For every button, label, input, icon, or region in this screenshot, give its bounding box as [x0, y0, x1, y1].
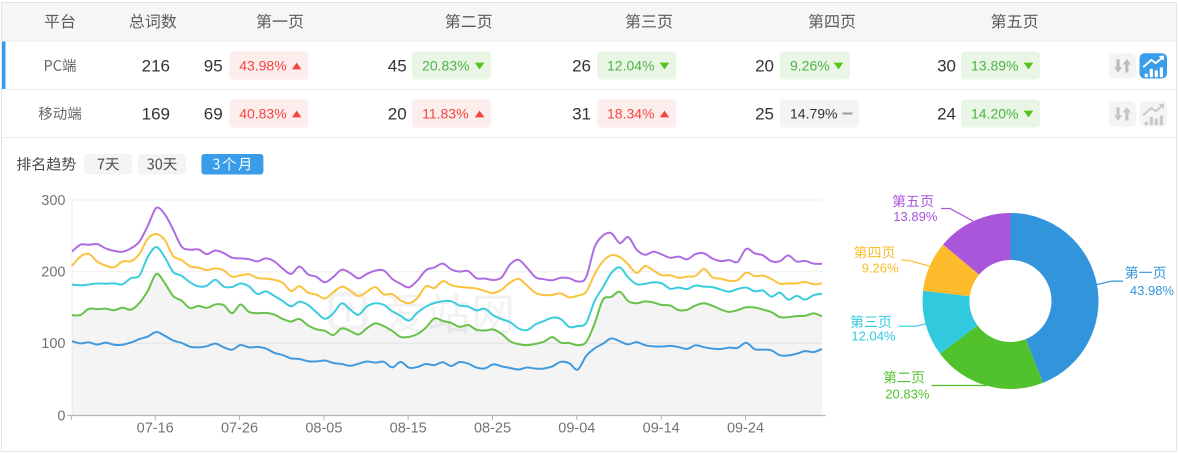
svg-text:300: 300: [41, 193, 65, 209]
svg-text:45: 45: [388, 57, 407, 76]
svg-text:24: 24: [937, 105, 956, 124]
svg-text:31: 31: [572, 105, 591, 124]
svg-text:9.26%: 9.26%: [790, 58, 830, 74]
svg-text:08-15: 08-15: [390, 421, 427, 437]
svg-text:07-26: 07-26: [221, 421, 258, 437]
svg-text:11.83%: 11.83%: [422, 106, 468, 122]
svg-text:09-24: 09-24: [727, 421, 764, 437]
svg-text:0: 0: [57, 408, 65, 424]
svg-text:09-04: 09-04: [558, 421, 595, 437]
svg-text:43.98%: 43.98%: [1130, 283, 1175, 298]
svg-text:30: 30: [937, 57, 956, 76]
svg-text:09-14: 09-14: [643, 421, 680, 437]
svg-text:12.04%: 12.04%: [851, 328, 896, 343]
svg-text:9.26%: 9.26%: [862, 260, 899, 275]
svg-text:20.83%: 20.83%: [885, 387, 930, 402]
svg-text:07-16: 07-16: [137, 421, 174, 437]
svg-text:216: 216: [142, 57, 170, 76]
svg-text:26: 26: [572, 57, 591, 76]
svg-text:95: 95: [204, 57, 223, 76]
svg-text:14.20%: 14.20%: [971, 106, 1018, 122]
svg-text:169: 169: [142, 105, 170, 124]
svg-text:13.89%: 13.89%: [893, 209, 938, 224]
svg-text:08-05: 08-05: [305, 421, 342, 437]
svg-text:69: 69: [204, 105, 223, 124]
svg-text:43.98%: 43.98%: [239, 58, 286, 74]
svg-text:20.83%: 20.83%: [422, 58, 469, 74]
svg-text:100: 100: [41, 336, 65, 352]
svg-text:14.79%: 14.79%: [790, 106, 837, 122]
svg-text:12.04%: 12.04%: [607, 58, 654, 74]
svg-text:20: 20: [388, 105, 407, 124]
svg-text:25: 25: [755, 105, 774, 124]
svg-text:20: 20: [755, 57, 774, 76]
svg-text:13.89%: 13.89%: [971, 58, 1018, 74]
svg-text:18.34%: 18.34%: [607, 106, 654, 122]
svg-text:200: 200: [41, 265, 65, 281]
svg-text:08-25: 08-25: [474, 421, 511, 437]
svg-text:40.83%: 40.83%: [239, 106, 286, 122]
